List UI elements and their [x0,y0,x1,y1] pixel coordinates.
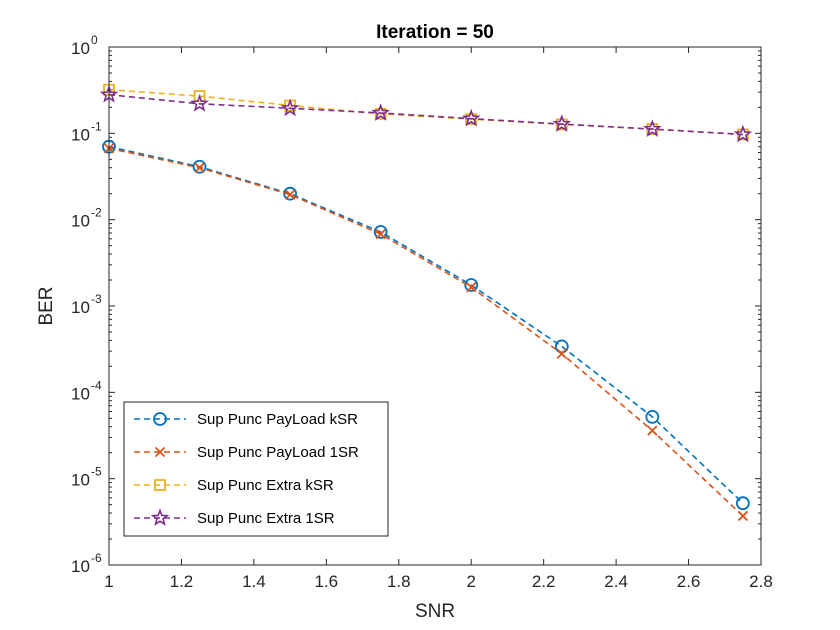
x-tick-label: 2.4 [604,572,628,591]
series-4 [99,84,753,143]
series-2 [103,143,749,522]
legend-box [123,401,389,537]
legend-label: Sup Punc PayLoad 1SR [197,444,359,461]
y-tick-label: 10 -4 [71,378,102,403]
x-axis-title: SNR [415,601,455,622]
data-point [466,282,477,293]
y-axis-title: BER [36,286,57,325]
series-1 [102,139,750,511]
chart-title: Iteration = 50 [376,22,494,43]
legend-item: Sup Punc Extra 1SR [134,508,335,527]
y-tick-base: 10 [71,212,90,231]
data-point [643,119,662,138]
legend-label: Sup Punc Extra 1SR [197,510,335,527]
data-point [280,98,300,117]
legend-label: Sup Punc Extra kSR [197,477,334,494]
y-tick-label: 10 0 [71,33,98,58]
series-line [108,145,744,504]
legend-label: Sup Punc PayLoad kSR [197,411,358,428]
y-tick-label: 10 -2 [71,206,102,231]
data-point [371,103,390,121]
legend-item: Sup Punc Extra kSR [134,477,334,494]
y-tick-exponent: -2 [91,206,102,220]
y-tick-base: 10 [71,384,90,403]
y-tick-base: 10 [71,557,90,576]
data-point [737,510,749,522]
y-tick-base: 10 [71,471,90,490]
legend-marker [154,446,166,458]
data-point [554,339,569,354]
y-tick-label: 10 -1 [71,119,102,144]
y-tick-base: 10 [71,39,90,58]
data-point [733,124,753,143]
y-tick-exponent: -5 [91,465,102,479]
data-point [192,159,207,174]
y-tick-base: 10 [71,298,90,317]
data-point [552,114,572,133]
y-tick-label: 10 -3 [71,292,102,317]
data-point [735,496,750,511]
legend-item: Sup Punc PayLoad kSR [134,411,358,428]
x-tick-label: 1.4 [242,572,266,591]
data-point [284,189,296,200]
y-tick-base: 10 [71,125,90,144]
data-point [375,228,386,240]
data-point [461,108,481,127]
x-tick-label: 1 [104,572,113,591]
x-tick-label: 1.8 [387,572,411,591]
data-point [190,93,209,112]
legend-marker [150,508,170,526]
y-tick-exponent: 0 [91,33,98,47]
y-tick-exponent: -4 [91,378,102,392]
data-point [373,225,388,239]
y-tick-exponent: -1 [91,119,102,133]
legend-marker [153,412,167,426]
x-tick-label: 2.8 [749,572,773,591]
legend-marker [154,479,166,491]
y-tick-label: 10 -5 [71,465,102,490]
y-tick-exponent: -6 [91,551,102,565]
x-tick-label: 2.2 [532,572,556,591]
data-point [647,425,658,436]
legend-item: Sup Punc PayLoad 1SR [134,444,359,461]
series-line [108,88,743,136]
x-tick-label: 2 [466,572,475,591]
data-point [374,107,387,120]
data-point [645,409,660,424]
x-tick-label: 1.6 [315,572,339,591]
data-point [556,348,567,359]
x-tick-label: 1.2 [170,572,194,591]
y-tick-label: 10 -6 [71,551,102,576]
series-line [108,147,744,517]
plot-frame [108,46,762,566]
data-point [193,90,206,102]
data-point [194,162,205,173]
data-point [464,278,479,292]
y-tick-exponent: -3 [91,292,102,306]
data-point [465,113,478,126]
x-tick-label: 2.6 [677,572,701,591]
